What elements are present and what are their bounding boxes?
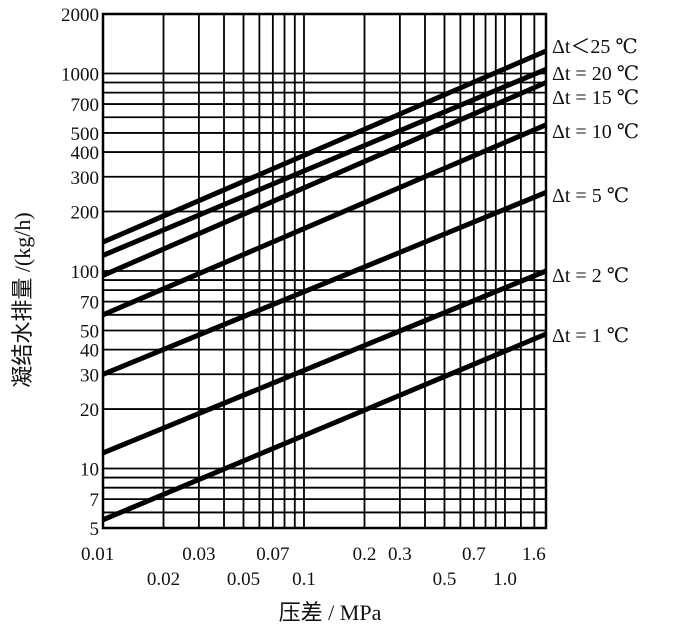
y-tick-label: 700 (71, 95, 100, 116)
y-tick-label: 5 (90, 519, 100, 540)
series-label-2: Δt = 20 ℃ (552, 63, 639, 85)
x-tick-label-bottom: 0.02 (147, 569, 180, 590)
x-tick-label-top: 0.03 (182, 544, 215, 565)
series-line-2 (102, 66, 547, 258)
y-tick-label: 40 (80, 341, 99, 362)
x-tick-label-top: 0.3 (388, 544, 412, 565)
series-line-4 (102, 122, 547, 318)
series-line-5 (102, 190, 547, 377)
y-tick-label: 1000 (61, 64, 99, 85)
series-line-7 (102, 331, 547, 523)
x-tick-label-top: 0.2 (353, 544, 377, 565)
series-label-7: Δt = 1 ℃ (552, 325, 629, 347)
x-tick-label-top: 0.07 (256, 544, 289, 565)
x-tick-label-top: 0.7 (462, 544, 486, 565)
y-tick-label: 30 (80, 365, 99, 386)
series-line-3 (102, 80, 547, 278)
x-axis-label: 压差 / MPa (279, 600, 382, 625)
y-tick-label: 500 (71, 124, 100, 145)
series-label-6: Δt = 2 ℃ (552, 265, 629, 287)
series-labels: Δt＜25 ℃ Δt = 20 ℃Δt = 15 ℃ Δt = 10 ℃ Δt = 5… (552, 36, 639, 347)
y-tick-label: 7 (90, 490, 100, 511)
series-label-4: Δt = 10 ℃ (552, 121, 639, 143)
series-line-6 (102, 268, 547, 456)
x-tick-label-bottom: 0.5 (433, 569, 457, 590)
y-axis-label: 凝结水排量 /(kg/h) (10, 212, 35, 387)
x-tick-label-bottom: 1.0 (493, 569, 517, 590)
y-tick-label: 20 (80, 400, 99, 421)
y-tick-label: 2000 (61, 5, 99, 26)
x-tick-label-top: 0.01 (81, 544, 114, 565)
x-tick-label-top: 1.6 (522, 544, 546, 565)
x-tick-label-bottom: 0.1 (292, 569, 316, 590)
x-tick-labels: 0.01 0.03 0.07 0.2 0.3 0.7 1.6 0.02 0.05 0.1 0.5 1.… (81, 544, 546, 590)
series-lines (102, 48, 547, 523)
y-tick-label: 100 (71, 262, 100, 283)
y-tick-label: 300 (71, 168, 100, 189)
series-label-5: Δt = 5 ℃ (552, 185, 629, 207)
series-label-1: Δt＜25 ℃ (552, 36, 638, 58)
x-tick-label-bottom: 0.05 (227, 569, 260, 590)
y-tick-label: 200 (71, 203, 100, 224)
y-tick-label: 50 (80, 321, 99, 342)
y-tick-label: 10 (80, 460, 99, 481)
grid (103, 14, 546, 528)
series-label-3: Δt = 15 ℃ (552, 87, 639, 109)
y-tick-label: 400 (71, 143, 100, 164)
y-tick-label: 70 (80, 293, 99, 314)
series-line-1 (102, 48, 547, 245)
